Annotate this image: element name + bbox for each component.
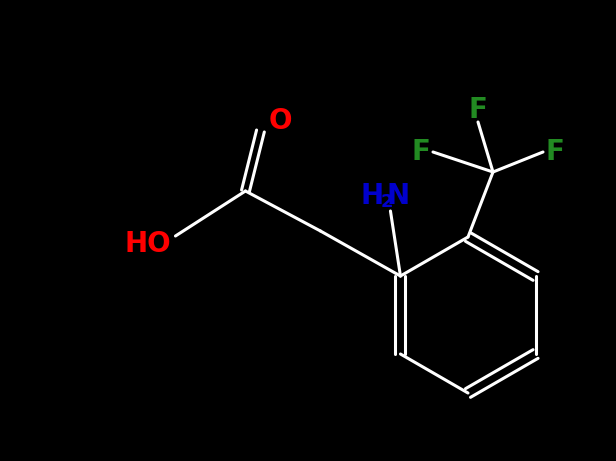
Text: 2: 2 [380, 193, 393, 211]
Text: N: N [387, 182, 410, 210]
Text: F: F [411, 138, 431, 166]
Text: F: F [546, 138, 564, 166]
Text: O: O [269, 107, 292, 135]
Text: H: H [361, 182, 384, 210]
Text: HO: HO [124, 230, 171, 258]
Text: F: F [469, 96, 487, 124]
